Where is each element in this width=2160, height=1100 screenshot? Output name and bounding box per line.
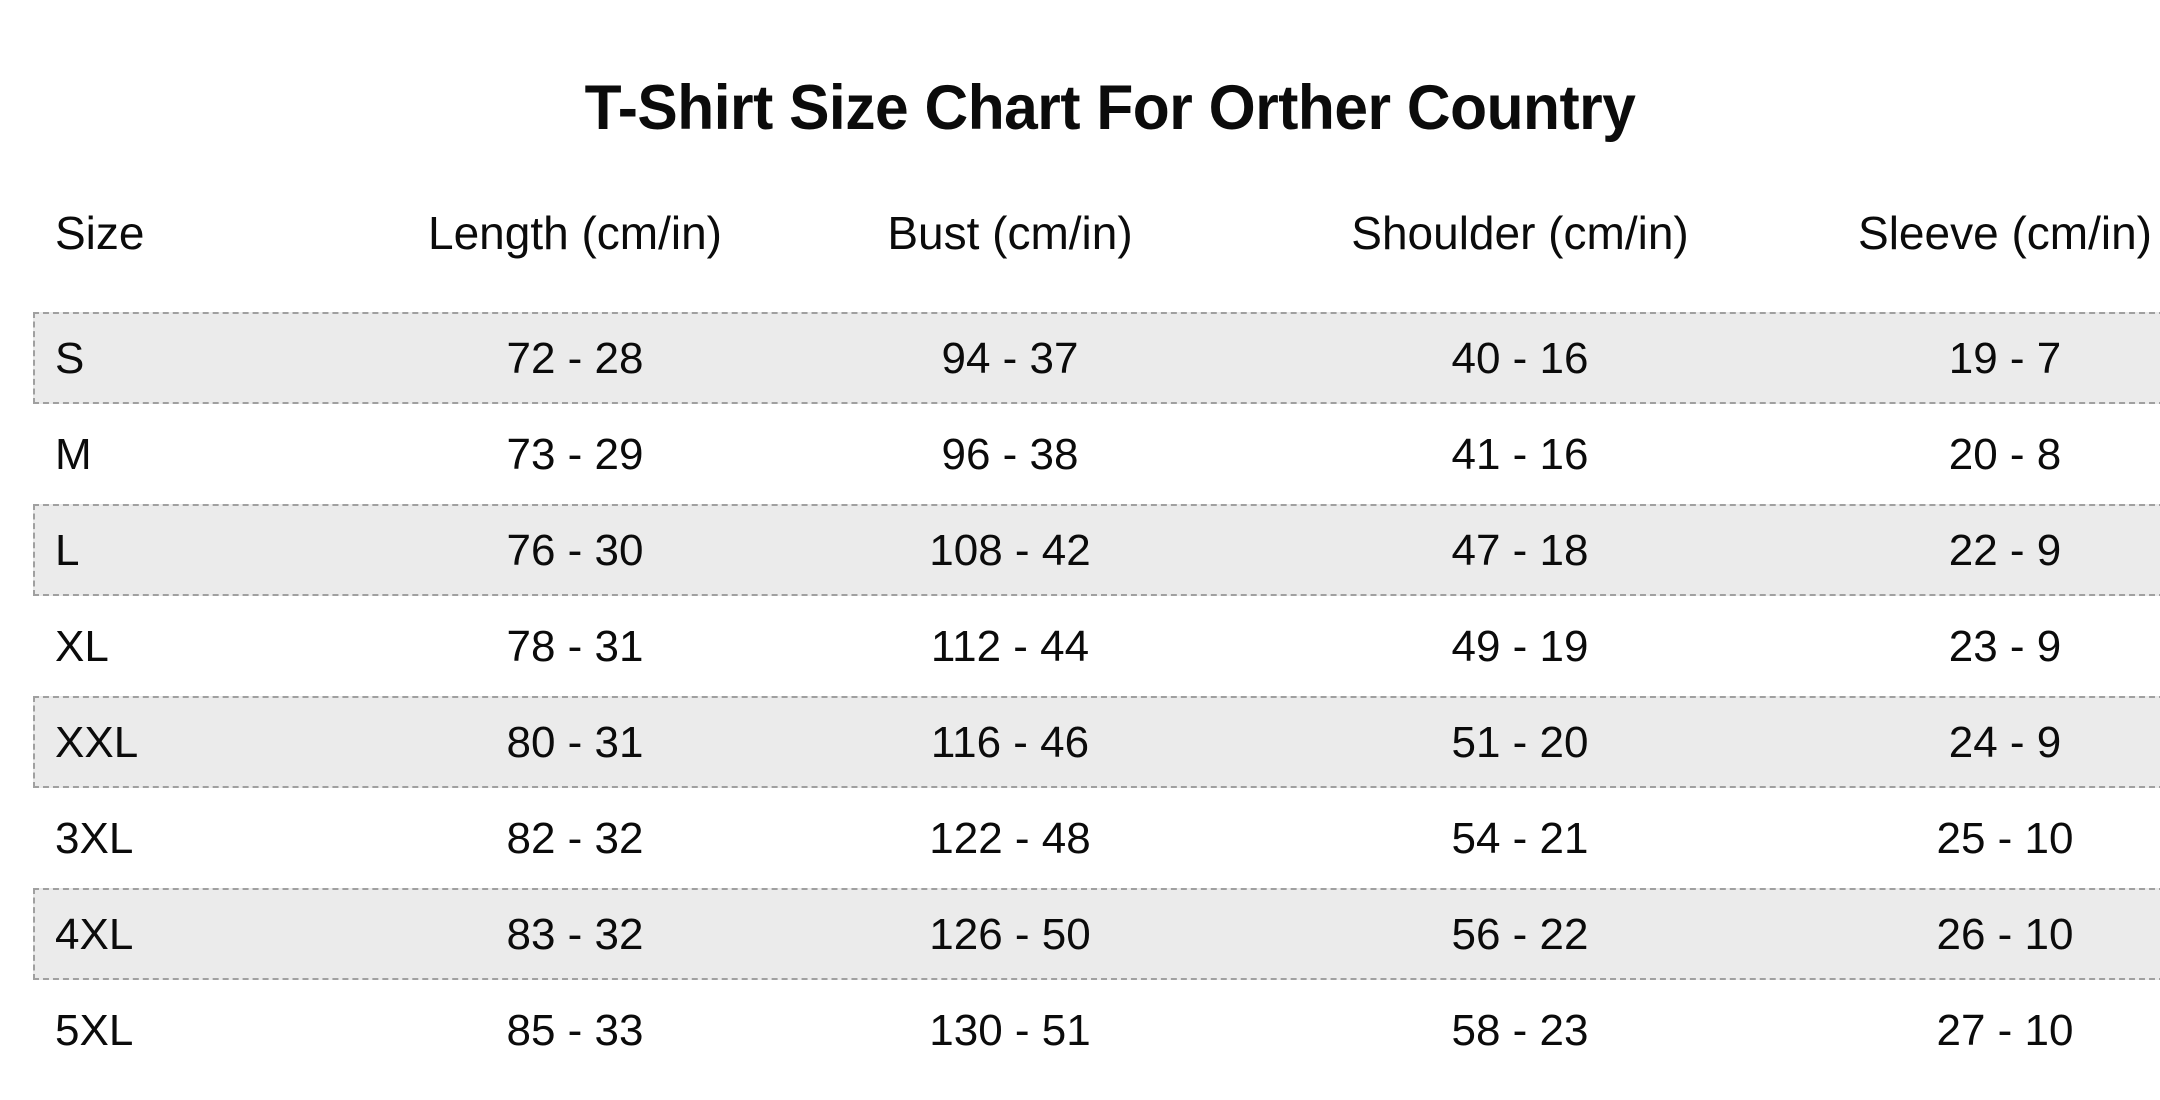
shoulder-cell: 58 - 23 [1451,1006,1589,1055]
page-title: T-Shirt Size Chart For Orther Country [584,73,1636,143]
shoulder-cell: 47 - 18 [1451,526,1589,575]
shoulder-cell: 40 - 16 [1451,334,1589,383]
bust-cell: 94 - 37 [941,334,1079,383]
column-header-shoulder: Shoulder (cm/in) [1351,206,1689,259]
table-row: 5XL 85 - 33 130 - 51 58 - 23 27 - 10 [0,983,2160,1079]
length-cell: 85 - 33 [506,1006,644,1055]
length-cell: 83 - 32 [506,910,644,959]
shoulder-cell: 41 - 16 [1451,430,1589,479]
size-cell: M [55,430,92,479]
sleeve-cell: 19 - 7 [1948,334,2062,383]
bust-cell: 126 - 50 [929,910,1091,959]
table-row: 3XL 82 - 32 122 - 48 54 - 21 25 - 10 [0,791,2160,887]
table-row: S 72 - 28 94 - 37 40 - 16 19 - 7 [0,311,2160,407]
size-cell: 5XL [55,1006,134,1055]
sleeve-cell: 24 - 9 [1948,718,2062,767]
bust-cell: 122 - 48 [929,814,1091,863]
length-cell: 76 - 30 [506,526,644,575]
size-table: S 72 - 28 94 - 37 40 - 16 19 - 7 M 73 - 29 96 -… [0,311,2160,1079]
size-cell: L [55,526,80,575]
shoulder-cell: 56 - 22 [1451,910,1589,959]
size-cell: XXL [55,718,139,767]
sleeve-cell: 26 - 10 [1936,910,2074,959]
column-header-sleeve: Sleeve (cm/in) [1858,206,2152,259]
sleeve-cell: 22 - 9 [1948,526,2062,575]
bust-cell: 96 - 38 [941,430,1079,479]
table-row: L 76 - 30 108 - 42 47 - 18 22 - 9 [0,503,2160,599]
table-row: 4XL 83 - 32 126 - 50 56 - 22 26 - 10 [0,887,2160,983]
sleeve-cell: 25 - 10 [1936,814,2074,863]
sleeve-cell: 20 - 8 [1948,430,2062,479]
size-cell: XL [55,622,109,671]
shoulder-cell: 49 - 19 [1451,622,1589,671]
bust-cell: 108 - 42 [929,526,1091,575]
length-cell: 80 - 31 [506,718,644,767]
length-cell: 72 - 28 [506,334,644,383]
length-cell: 73 - 29 [506,430,644,479]
sleeve-cell: 27 - 10 [1936,1006,2074,1055]
shoulder-cell: 51 - 20 [1451,718,1589,767]
bust-cell: 112 - 44 [930,622,1090,671]
column-header-length: Length (cm/in) [427,206,722,259]
length-cell: 82 - 32 [506,814,644,863]
table-row: XXL 80 - 31 116 - 46 51 - 20 24 - 9 [0,695,2160,791]
column-header-bust: Bust (cm/in) [887,206,1133,259]
size-cell: 3XL [55,814,134,863]
sleeve-cell: 23 - 9 [1948,622,2062,671]
table-row: XL 78 - 31 112 - 44 49 - 19 23 - 9 [0,599,2160,695]
length-cell: 78 - 31 [506,622,644,671]
size-cell: S [55,334,85,383]
shoulder-cell: 54 - 21 [1451,814,1589,863]
size-cell: 4XL [55,910,134,959]
table-row: M 73 - 29 96 - 38 41 - 16 20 - 8 [0,407,2160,503]
bust-cell: 130 - 51 [929,1006,1091,1055]
table-header-row: Size Length (cm/in) Bust (cm/in) Shoulde… [0,190,2160,275]
column-header-size: Size [55,206,145,259]
bust-cell: 116 - 46 [930,718,1090,767]
